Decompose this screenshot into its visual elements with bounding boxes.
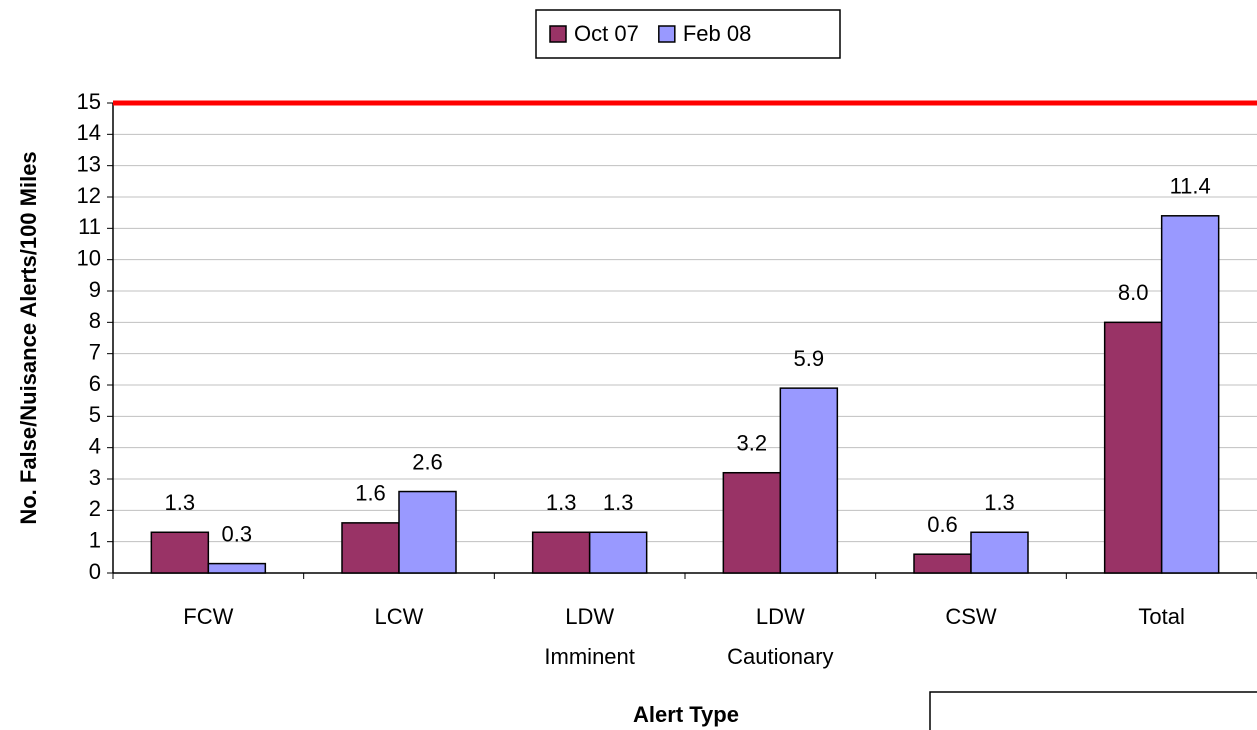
legend-swatch [549,25,567,43]
bar [531,531,591,574]
x-tick-label: LCW [375,604,424,629]
data-label: 1.6 [355,481,386,506]
data-label: 11.4 [1170,174,1211,199]
bar [150,531,210,574]
bar [722,471,782,574]
data-label: 2.6 [412,449,443,474]
legend-box [535,9,841,59]
data-label: 5.9 [794,346,825,371]
bar [398,490,457,574]
data-label: 0.6 [927,512,958,537]
data-label: 1.3 [165,490,196,515]
bar [970,531,1029,574]
y-tick-label: 1 [89,527,101,552]
y-tick-label: 5 [89,402,101,427]
legend-swatch [658,25,676,43]
bar [207,562,267,574]
bar [588,531,648,574]
y-tick-label: 2 [89,496,101,521]
y-tick-label: 3 [89,465,101,490]
x-tick-label: FCW [183,604,233,629]
y-tick-label: 9 [89,277,101,302]
y-tick-label: 0 [89,559,101,584]
data-label: 0.3 [222,521,253,546]
note-box [929,691,1257,730]
x-axis-label: Alert Type [633,702,739,727]
data-label: 3.2 [737,431,768,456]
bar [1103,321,1163,574]
x-tick-label: CSW [945,604,997,629]
bar [779,387,839,574]
y-tick-label: 10 [77,245,101,270]
y-tick-label: 15 [77,89,101,114]
y-tick-label: 11 [78,214,101,239]
y-tick-label: 13 [77,151,101,176]
data-label: 1.3 [603,490,634,515]
data-label: 1.3 [984,490,1015,515]
bar [341,522,400,574]
bar [913,553,972,574]
y-tick-label: 4 [89,433,101,458]
y-tick-label: 14 [77,120,101,145]
y-axis-label: No. False/Nuisance Alerts/100 Miles [16,151,41,524]
legend-label: Feb 08 [683,21,752,46]
y-tick-label: 6 [89,371,101,396]
data-label: 8.0 [1118,280,1149,305]
x-tick-label: Total [1138,604,1184,629]
legend-label: Oct 07 [574,21,639,46]
data-label: 1.3 [546,490,577,515]
y-tick-label: 7 [89,339,101,364]
bar [1160,215,1220,574]
x-tick-label: LDW Cautionary [727,604,833,669]
x-tick-label: LDW Imminent [544,604,634,669]
y-tick-label: 8 [89,308,101,333]
y-tick-label: 12 [77,183,101,208]
